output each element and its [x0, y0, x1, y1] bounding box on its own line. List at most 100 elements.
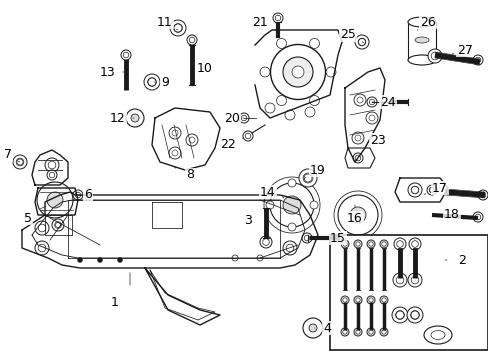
Circle shape [309, 201, 317, 209]
Circle shape [283, 203, 296, 217]
Text: 26: 26 [419, 15, 435, 28]
Circle shape [353, 94, 365, 106]
Circle shape [47, 170, 57, 180]
Circle shape [47, 192, 63, 208]
Circle shape [269, 183, 313, 227]
Text: 8: 8 [185, 168, 194, 181]
Circle shape [366, 296, 374, 304]
Circle shape [243, 131, 252, 141]
Polygon shape [345, 68, 384, 162]
Text: 11: 11 [157, 15, 173, 28]
Text: 13: 13 [100, 66, 116, 78]
Text: 22: 22 [220, 139, 235, 152]
Circle shape [45, 158, 59, 172]
Circle shape [393, 238, 405, 250]
Circle shape [186, 35, 197, 45]
Bar [329, 235, 487, 350]
Circle shape [426, 185, 436, 195]
Circle shape [302, 233, 311, 243]
Circle shape [354, 35, 368, 49]
Ellipse shape [423, 326, 451, 344]
Circle shape [365, 112, 377, 124]
Text: 18: 18 [443, 208, 459, 221]
Circle shape [351, 132, 363, 144]
Circle shape [73, 190, 83, 200]
Circle shape [427, 49, 441, 63]
Circle shape [366, 328, 374, 336]
Text: 14: 14 [260, 185, 275, 198]
Circle shape [407, 183, 421, 197]
Circle shape [407, 273, 421, 287]
Text: 2: 2 [457, 253, 465, 266]
Ellipse shape [270, 45, 325, 99]
Circle shape [287, 179, 295, 187]
Circle shape [265, 201, 273, 209]
Circle shape [264, 103, 274, 113]
Text: 12: 12 [110, 112, 125, 125]
Bar [407, 22, 435, 60]
Circle shape [169, 147, 181, 159]
Circle shape [276, 39, 286, 49]
Circle shape [285, 110, 294, 120]
Circle shape [131, 114, 139, 122]
Circle shape [169, 127, 181, 139]
Polygon shape [394, 178, 447, 202]
Circle shape [391, 307, 407, 323]
Text: 25: 25 [339, 28, 355, 41]
Text: 24: 24 [379, 95, 395, 108]
Circle shape [35, 221, 49, 235]
Circle shape [126, 109, 143, 127]
Circle shape [121, 50, 131, 60]
Text: 9: 9 [161, 76, 168, 89]
Circle shape [325, 67, 335, 77]
Circle shape [97, 257, 102, 262]
Polygon shape [254, 30, 341, 118]
Circle shape [37, 182, 73, 218]
Circle shape [340, 240, 348, 248]
Circle shape [276, 95, 286, 105]
Circle shape [117, 257, 122, 262]
Text: 27: 27 [456, 44, 472, 57]
Circle shape [77, 257, 82, 262]
Text: 23: 23 [369, 134, 385, 147]
Circle shape [13, 155, 27, 169]
Circle shape [352, 153, 362, 163]
Text: 10: 10 [197, 62, 212, 75]
Circle shape [170, 20, 185, 36]
Ellipse shape [291, 66, 304, 78]
Circle shape [349, 207, 365, 223]
Circle shape [379, 328, 387, 336]
Ellipse shape [407, 17, 435, 27]
Circle shape [143, 74, 160, 90]
Circle shape [185, 134, 198, 146]
Text: 3: 3 [244, 213, 251, 226]
Circle shape [379, 240, 387, 248]
Circle shape [283, 241, 296, 255]
Circle shape [392, 273, 406, 287]
Ellipse shape [414, 37, 428, 43]
Circle shape [303, 318, 323, 338]
Circle shape [283, 196, 301, 214]
Circle shape [305, 107, 314, 117]
Circle shape [340, 296, 348, 304]
Text: 20: 20 [224, 112, 240, 125]
Circle shape [287, 223, 295, 231]
Ellipse shape [407, 55, 435, 65]
Circle shape [35, 241, 49, 255]
Circle shape [366, 240, 374, 248]
Circle shape [379, 296, 387, 304]
Circle shape [406, 307, 422, 323]
Text: 15: 15 [329, 231, 345, 244]
Circle shape [353, 240, 361, 248]
Text: 7: 7 [4, 148, 12, 162]
Circle shape [309, 39, 319, 49]
Polygon shape [152, 108, 220, 170]
Text: 6: 6 [84, 189, 92, 202]
Circle shape [472, 212, 482, 222]
Text: 4: 4 [323, 321, 330, 334]
Circle shape [260, 67, 269, 77]
Text: 17: 17 [431, 181, 447, 194]
Circle shape [353, 296, 361, 304]
Circle shape [472, 55, 482, 65]
Circle shape [353, 328, 361, 336]
